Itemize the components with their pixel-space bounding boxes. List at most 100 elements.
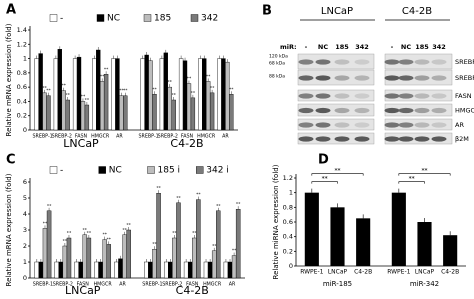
significance-label: ** (212, 243, 217, 249)
bar (156, 192, 161, 279)
bar (86, 237, 92, 279)
legend-label: - (60, 14, 63, 24)
lane-header: miR: (280, 43, 297, 51)
blot-band (354, 59, 370, 65)
bar (391, 192, 406, 266)
bar (34, 261, 40, 279)
bar (148, 261, 153, 279)
significance-label: ** (176, 195, 181, 201)
x-tick-label: SREBP-1 (33, 282, 53, 288)
bar (196, 199, 201, 279)
x-tick-label: HMGCR (91, 134, 110, 140)
blot-band (398, 107, 414, 114)
significance-label: ** (47, 203, 52, 209)
blot-band (398, 122, 414, 128)
blot-band (315, 75, 331, 81)
lane-label: NC (401, 43, 411, 51)
legend-swatch (49, 14, 58, 22)
bar (178, 58, 184, 131)
y-tick-label: 0.6 (17, 83, 27, 91)
blot-band (354, 107, 370, 114)
blot-band (398, 75, 414, 81)
group-label: C4-2B (176, 284, 209, 297)
legend-label: 185 i (158, 166, 181, 176)
y-tick-label: 2 (23, 242, 27, 250)
y-tick-label: 4 (23, 210, 27, 218)
bar (76, 56, 82, 131)
blot-band (431, 75, 447, 81)
x-tick-label: FASN (186, 282, 199, 288)
significance-label: ** (65, 93, 70, 99)
significance-label: ** (43, 221, 48, 227)
bar (172, 237, 177, 279)
bar (356, 218, 371, 266)
panel-letter: A (6, 3, 16, 18)
bar (176, 202, 181, 279)
bar (42, 228, 48, 279)
bar (144, 261, 149, 279)
bar (225, 61, 230, 131)
bar (46, 95, 51, 131)
blot-band (384, 75, 400, 81)
x-tick-label: FASN (75, 134, 88, 140)
blot-band (298, 93, 314, 99)
size-marker: 88 kDa (269, 74, 285, 80)
legend-label: NC (109, 166, 122, 176)
bar (74, 261, 79, 279)
significance-bracket (398, 181, 425, 184)
x-tick-label: LNCaP (415, 269, 435, 276)
y-tick-label: 1.4 (17, 26, 27, 34)
x-tick-label: RWPE-1 (387, 269, 410, 276)
lane-label: 185 (335, 43, 349, 51)
significance-label: ** (236, 202, 241, 208)
significance-label: ** (216, 203, 221, 209)
size-marker: 68 kDa (269, 61, 285, 67)
bar (54, 261, 59, 279)
bar (38, 53, 43, 131)
group-label: LNCaP (63, 137, 99, 150)
significance-label: ** (100, 74, 105, 80)
bar (227, 261, 233, 279)
size-marker: 120 kDa (269, 54, 288, 60)
bar (82, 234, 88, 279)
y-tick-label: 1 (23, 258, 27, 266)
legend-swatch (190, 14, 199, 22)
lane-label: - (391, 43, 394, 51)
protein-label: β2M (455, 135, 469, 143)
x-tick-label: SREBP-2 (162, 282, 182, 288)
blot-band (334, 122, 350, 128)
bar (66, 237, 72, 279)
protein-label: HMGCR (455, 107, 474, 115)
significance-label: ** (171, 93, 176, 99)
x-tick-label: SREBP-2 (52, 134, 72, 140)
y-tick-label: 1.2 (283, 174, 293, 182)
bar (38, 261, 44, 279)
bar (211, 250, 217, 279)
blot-band (431, 136, 447, 142)
x-tick-label: SREBP-2 (53, 282, 73, 288)
bar (330, 207, 345, 266)
bar (62, 245, 68, 279)
y-tick-label: 3 (23, 226, 27, 234)
bar (46, 210, 52, 279)
bar (192, 237, 197, 279)
significance-label: ** (107, 237, 112, 243)
group-label: LNCaP (65, 284, 101, 297)
bar (231, 255, 237, 279)
bar (92, 58, 97, 131)
blot-band (414, 59, 430, 65)
significance-label: ** (409, 176, 415, 183)
bar (118, 258, 123, 279)
blot-band (354, 75, 370, 81)
y-tick-label: 1.2 (17, 40, 27, 48)
bar (126, 229, 131, 279)
blot-band (315, 107, 331, 114)
y-tick-label: 0 (23, 126, 27, 134)
protein-label: AR (455, 121, 464, 129)
x-tick-label: AR (229, 282, 236, 288)
x-tick-label: SREBP-1 (138, 134, 158, 140)
significance-label: ** (232, 248, 237, 254)
bar (42, 92, 47, 131)
bar (163, 261, 169, 279)
x-tick-label: AR (119, 282, 126, 288)
